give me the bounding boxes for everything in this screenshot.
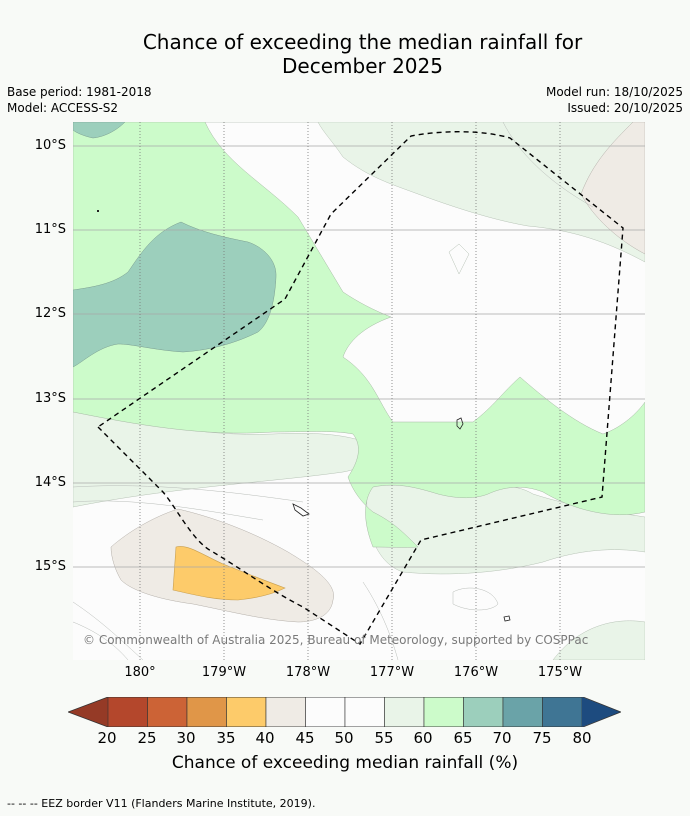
lat-label-11s: 11°S xyxy=(34,222,66,237)
colorbar-extend-high xyxy=(582,697,621,727)
lon-label-177w: 177°W xyxy=(369,665,415,680)
title-line-2: December 2025 xyxy=(282,54,443,78)
lat-label-10s: 10°S xyxy=(34,138,66,153)
title-line-1: Chance of exceeding the median rainfall … xyxy=(142,30,583,54)
lon-label-180: 180° xyxy=(124,665,156,680)
island-dot xyxy=(97,210,99,212)
colorbar-segment-50-55 xyxy=(344,697,385,727)
rainfall-map xyxy=(73,122,645,660)
base-period: Base period: 1981-2018 xyxy=(7,85,152,99)
cb-tick-30: 30 xyxy=(176,729,196,747)
colorbar-segment-75-80 xyxy=(542,697,583,727)
eez-legend: -- -- -- EEZ border V11 (Flanders Marine… xyxy=(7,797,316,810)
cb-tick-45: 45 xyxy=(295,729,315,747)
colorbar-segment-40-45 xyxy=(265,697,306,727)
cb-tick-70: 70 xyxy=(492,729,512,747)
lat-label-12s: 12°S xyxy=(34,306,66,321)
lon-label-179w: 179°W xyxy=(201,665,247,680)
cb-tick-35: 35 xyxy=(216,729,236,747)
colorbar-segment-30-35 xyxy=(186,697,227,727)
model-run: Model run: 18/10/2025 xyxy=(545,85,683,99)
cb-tick-75: 75 xyxy=(532,729,552,747)
island-south xyxy=(503,615,511,622)
contour-line-50 xyxy=(73,485,304,660)
colorbar-segment-60-65 xyxy=(423,697,464,727)
colorbar-extend-low xyxy=(68,697,108,727)
contour-55-hole xyxy=(448,243,470,275)
lat-label-15s: 15°S xyxy=(34,559,66,574)
island-west xyxy=(292,503,310,517)
colorbar xyxy=(68,697,621,727)
colorbar-segment-35-40 xyxy=(226,697,267,727)
cb-tick-50: 50 xyxy=(334,729,354,747)
island-atafu-like xyxy=(456,417,464,430)
colorbar-segment-65-70 xyxy=(463,697,504,727)
lon-label-178w: 178°W xyxy=(285,665,331,680)
cb-tick-55: 55 xyxy=(374,729,394,747)
colorbar-segment-20-25 xyxy=(107,697,148,727)
cb-tick-20: 20 xyxy=(97,729,117,747)
issued-date: Issued: 20/10/2025 xyxy=(567,101,683,115)
lat-label-13s: 13°S xyxy=(34,391,66,406)
copyright-text: © Commonwealth of Australia 2025, Bureau… xyxy=(83,633,589,647)
contour-65-70-west xyxy=(73,221,277,368)
meta-right: Model run: 18/10/2025 Issued: 20/10/2025 xyxy=(546,84,683,116)
colorbar-segment-70-75 xyxy=(502,697,543,727)
colorbar-segment-25-30 xyxy=(147,697,188,727)
model-name: Model: ACCESS-S2 xyxy=(7,101,119,115)
cb-tick-65: 65 xyxy=(453,729,473,747)
eez-border xyxy=(96,131,624,645)
colorbar-segment-45-50 xyxy=(305,697,346,727)
colorbar-segment-55-60 xyxy=(384,697,425,727)
cb-tick-40: 40 xyxy=(255,729,275,747)
colorbar-label: Chance of exceeding median rainfall (%) xyxy=(171,753,519,773)
contour-35-40 xyxy=(172,546,286,601)
lon-label-175w: 175°W xyxy=(537,665,583,680)
lon-label-176w: 176°W xyxy=(453,665,499,680)
cb-tick-25: 25 xyxy=(137,729,157,747)
latitude-gridlines xyxy=(73,145,645,568)
cb-tick-80: 80 xyxy=(572,729,592,747)
contour-65-70-northwest xyxy=(73,122,126,139)
contour-60-65-main xyxy=(73,122,645,548)
meta-left: Base period: 1981-2018 Model: ACCESS-S2 xyxy=(7,84,152,116)
lat-label-14s: 14°S xyxy=(34,475,66,490)
cb-tick-60: 60 xyxy=(413,729,433,747)
chart-title: Chance of exceeding the median rainfall … xyxy=(0,30,690,78)
